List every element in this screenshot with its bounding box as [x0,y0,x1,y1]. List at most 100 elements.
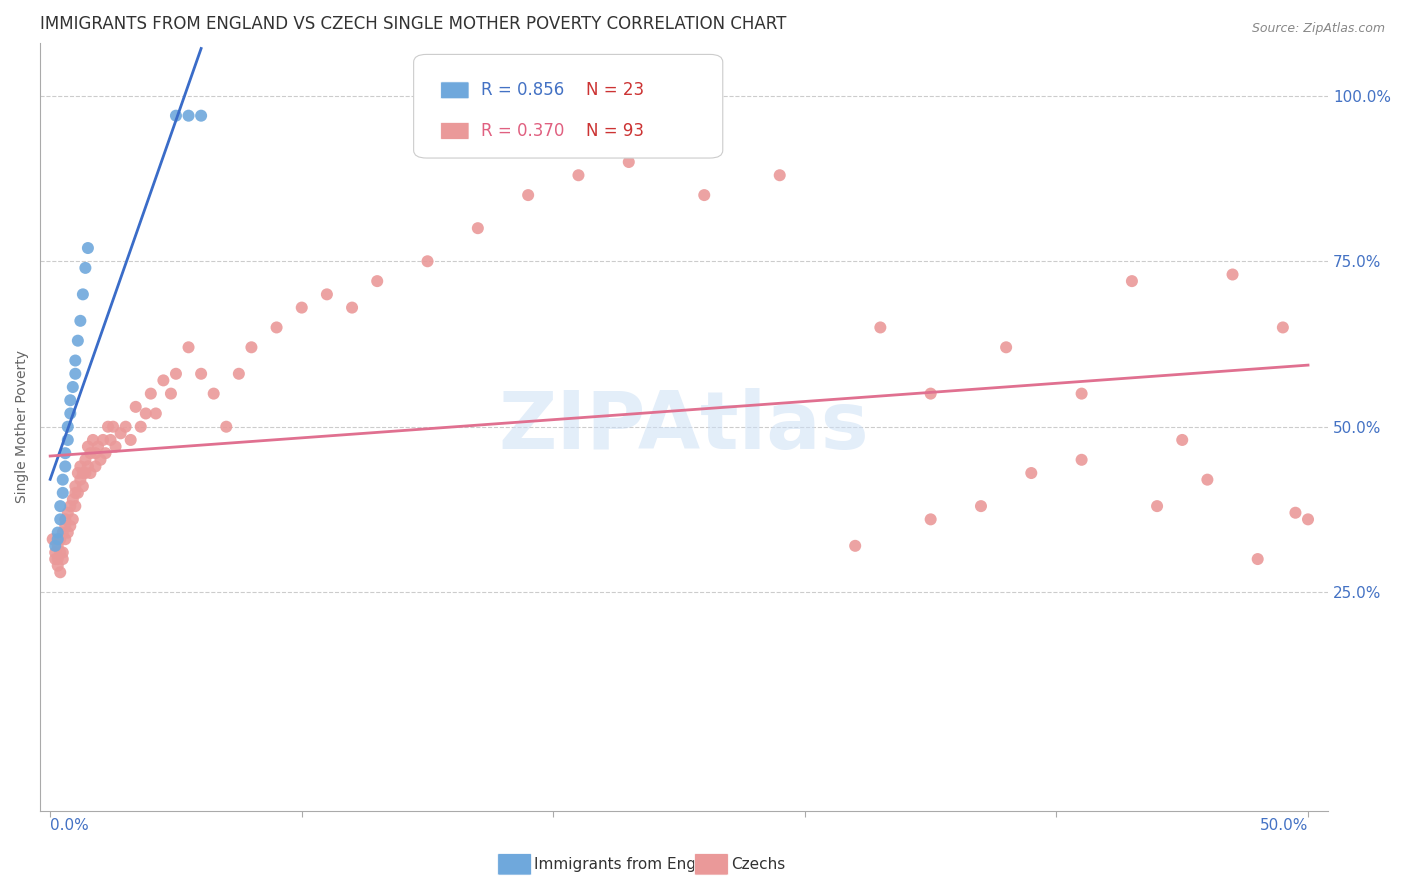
Point [125,400,148,414]
Point [49,499,72,513]
Point [266,320,288,334]
Point [69,473,91,487]
Point [53,512,76,526]
Point [53,446,76,460]
Point [46,558,69,573]
Point [467,221,489,235]
Point [75,452,97,467]
Point [869,320,891,334]
Point [94,446,117,460]
FancyBboxPatch shape [440,122,470,139]
Y-axis label: Single Mother Poverty: Single Mother Poverty [15,351,30,503]
Point [114,419,136,434]
Point [65,367,87,381]
Text: ZIPAtlas: ZIPAtlas [499,388,869,466]
Point [1121,274,1143,288]
Point [66,486,89,500]
Point [91,433,114,447]
Point [46,532,69,546]
Point [84,446,107,460]
Point [77,459,100,474]
Point [129,419,152,434]
Point [49,566,72,580]
Point [165,367,187,381]
Point [316,287,339,301]
Point [46,552,69,566]
Point [110,426,132,441]
Point [228,367,250,381]
Text: Source: ZipAtlas.com: Source: ZipAtlas.com [1251,22,1385,36]
Point [44,552,66,566]
Point [1247,552,1270,566]
Point [77,440,100,454]
Point [41,532,63,546]
Point [139,386,162,401]
Point [190,367,212,381]
Point [517,188,540,202]
Point [65,486,87,500]
Point [49,545,72,559]
Point [75,466,97,480]
Point [920,386,942,401]
Point [1296,512,1319,526]
Point [177,109,200,123]
Point [240,340,263,354]
Point [72,287,94,301]
Point [1271,320,1294,334]
Point [160,386,183,401]
Text: 50.0%: 50.0% [1260,818,1308,833]
Point [65,499,87,513]
Text: Immigrants from England: Immigrants from England [534,857,730,871]
Point [49,532,72,546]
Text: Czechs: Czechs [731,857,786,871]
Point [135,407,157,421]
Point [165,109,187,123]
Point [190,109,212,123]
Point [49,512,72,526]
Point [52,525,75,540]
Point [82,433,104,447]
Point [72,466,94,480]
Text: N = 23: N = 23 [586,81,644,99]
Point [72,479,94,493]
Point [59,393,82,408]
Text: 0.0%: 0.0% [51,818,89,833]
Point [62,492,84,507]
Point [101,419,124,434]
Point [100,433,122,447]
Point [617,155,640,169]
Point [89,452,111,467]
Point [97,419,120,434]
Point [56,433,79,447]
Point [1284,506,1306,520]
Point [995,340,1018,354]
Point [769,168,792,182]
Point [416,254,439,268]
Point [152,373,174,387]
Point [52,486,75,500]
Point [104,440,127,454]
Point [920,512,942,526]
Point [46,539,69,553]
Point [366,274,388,288]
Point [66,334,89,348]
Point [970,499,993,513]
Point [77,241,100,255]
Point [52,552,75,566]
Text: R = 0.370: R = 0.370 [481,122,564,140]
Point [1197,473,1219,487]
Point [44,545,66,559]
Point [1222,268,1244,282]
Point [79,466,101,480]
Point [46,525,69,540]
Point [84,459,107,474]
Point [87,440,110,454]
FancyBboxPatch shape [413,54,723,158]
Point [79,446,101,460]
Point [53,532,76,546]
Point [1146,499,1168,513]
Point [177,340,200,354]
Point [62,380,84,394]
Point [1171,433,1194,447]
Point [65,479,87,493]
